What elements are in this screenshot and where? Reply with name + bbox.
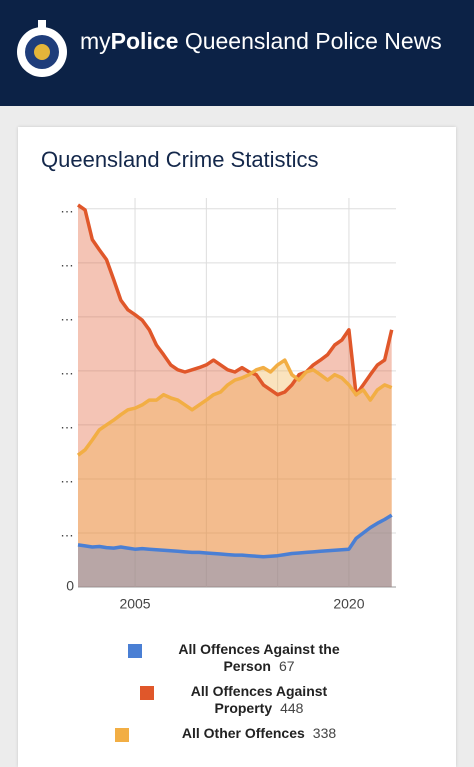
series-area <box>78 360 392 587</box>
brand-bold: Police <box>110 28 179 54</box>
y-tick-label: … <box>60 524 74 540</box>
legend-text: All Offences Against Property 448 <box>184 683 334 717</box>
areas <box>78 205 392 587</box>
legend-label: All Offences Against Property <box>190 683 328 716</box>
legend-item[interactable]: All Offences Against the Person 67 <box>18 641 456 675</box>
legend-text: All Other Offences 338 <box>159 725 359 742</box>
brand-prefix: my <box>80 28 111 54</box>
series-area <box>78 515 392 587</box>
logo-crown <box>38 20 46 28</box>
series-area <box>78 205 392 587</box>
legend-value: 448 <box>280 700 304 716</box>
y-tick-label: … <box>60 200 74 216</box>
legend-value: 67 <box>278 658 295 674</box>
series-line <box>76 358 393 457</box>
x-tick-label: 2005 <box>119 596 150 612</box>
legend-item[interactable]: All Offences Against Property 448 <box>18 683 456 717</box>
series-line <box>77 513 393 559</box>
legend-swatch <box>140 686 154 700</box>
legend-swatch <box>115 728 129 742</box>
site-brand[interactable]: myPolice Queensland Police News <box>80 26 460 56</box>
legend-text: All Offences Against the Person 67 <box>172 641 347 675</box>
y-tick-label: … <box>60 308 74 324</box>
legend-label: All Other Offences <box>181 725 305 741</box>
y-tick-label: … <box>60 416 74 432</box>
y-tick-label: … <box>60 362 74 378</box>
header: myPolice Queensland Police News <box>0 0 474 106</box>
legend-item[interactable]: All Other Offences 338 <box>18 725 456 742</box>
legend-value: 338 <box>312 725 337 741</box>
x-tick-label: 2020 <box>333 596 364 612</box>
lines <box>76 203 394 559</box>
chart-title: Queensland Crime Statistics <box>41 147 319 172</box>
logo <box>17 20 67 77</box>
y-tick-label: 0 <box>66 578 74 594</box>
site-title: Queensland Police News <box>184 28 442 54</box>
y-tick-label: … <box>60 254 74 270</box>
logo-emblem <box>34 44 50 60</box>
chart-card: Queensland Crime Statistics 0 … … … … … … … 2005… <box>18 127 456 767</box>
chart: 0 … … … … … … … 2005 2020 <box>60 198 396 612</box>
legend-label: All Offences Against the Person <box>178 641 340 674</box>
legend: All Offences Against the Person 67 All Off… <box>18 641 456 750</box>
legend-swatch <box>127 644 142 658</box>
series-line <box>77 203 394 397</box>
y-tick-label: … <box>60 470 74 486</box>
